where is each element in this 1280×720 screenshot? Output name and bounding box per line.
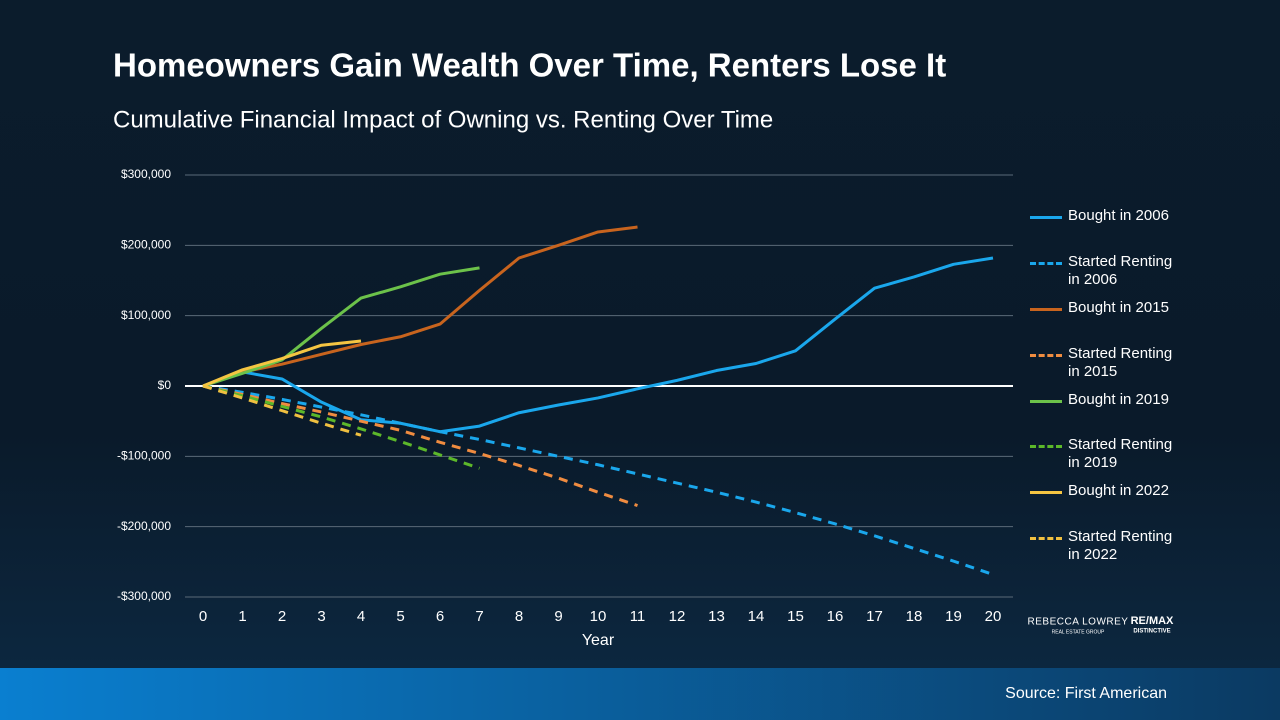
legend-item: Started Renting in 2019 <box>1030 436 1270 472</box>
legend-label: Bought in 2006 <box>1068 207 1169 224</box>
x-axis-label: Year <box>582 632 615 649</box>
x-tick-label: 5 <box>396 608 404 625</box>
legend-swatch <box>1030 445 1062 448</box>
line <box>202 384 638 507</box>
x-tick-label: 6 <box>436 608 444 625</box>
x-tick-label: 7 <box>475 608 483 625</box>
legend-label: Started Renting in 2019 <box>1068 436 1173 471</box>
logo-text: RE/MAX <box>1131 615 1174 627</box>
x-tick-label: 1 <box>238 608 246 625</box>
legend-item: Bought in 2015 <box>1030 299 1270 317</box>
y-tick-label: $0 <box>158 378 172 392</box>
y-tick-label: $200,000 <box>121 238 171 252</box>
legend-item: Bought in 2022 <box>1030 482 1270 500</box>
legend-swatch <box>1030 400 1062 403</box>
line <box>202 225 638 388</box>
y-tick-label: $100,000 <box>121 308 171 322</box>
legend-swatch <box>1030 491 1062 494</box>
x-tick-label: 8 <box>515 608 523 625</box>
y-tick-label: -$200,000 <box>117 519 171 533</box>
legend-label: Started Renting in 2022 <box>1068 528 1173 563</box>
line <box>202 384 362 437</box>
x-tick-label: 14 <box>748 608 765 625</box>
x-tick-label: 12 <box>669 608 686 625</box>
x-tick-label: 11 <box>630 608 646 625</box>
x-tick-label: 15 <box>787 608 804 625</box>
legend-item: Started Renting in 2006 <box>1030 253 1270 289</box>
legend-label: Started Renting in 2006 <box>1068 253 1173 288</box>
x-tick-label: 9 <box>554 608 562 625</box>
legend-item: Bought in 2019 <box>1030 391 1270 409</box>
x-tick-label: 20 <box>985 608 1002 625</box>
x-tick-label: 2 <box>278 608 286 625</box>
line <box>202 266 480 388</box>
legend-swatch <box>1030 308 1062 311</box>
legend-label: Bought in 2015 <box>1068 299 1169 316</box>
logo-text: REAL ESTATE GROUP <box>1052 629 1105 635</box>
x-tick-label: 4 <box>357 608 365 625</box>
y-tick-label: $300,000 <box>121 167 171 181</box>
legend-item: Bought in 2006 <box>1030 207 1270 225</box>
source: Source: First American <box>1005 685 1167 702</box>
x-tick-label: 3 <box>317 608 325 625</box>
legend-swatch <box>1030 537 1062 540</box>
legend-label: Bought in 2022 <box>1068 482 1169 499</box>
legend-label: Started Renting in 2015 <box>1068 345 1173 380</box>
x-tick-label: 17 <box>866 608 883 625</box>
legend-swatch <box>1030 354 1062 357</box>
y-tick-label: -$100,000 <box>117 449 171 463</box>
logo-text: DISTINCTIVE <box>1133 629 1170 635</box>
x-tick-label: 10 <box>590 608 607 625</box>
footer-strip <box>0 668 1280 720</box>
x-tick-label: 13 <box>708 608 725 625</box>
line <box>202 256 994 434</box>
x-tick-label: 18 <box>906 608 923 625</box>
x-tick-label: 0 <box>199 608 207 625</box>
legend-item: Started Renting in 2015 <box>1030 345 1270 381</box>
line <box>202 384 994 576</box>
line <box>202 339 362 388</box>
legend-item: Started Renting in 2022 <box>1030 528 1270 564</box>
chart-subtitle: Cumulative Financial Impact of Owning vs… <box>113 106 773 133</box>
x-tick-label: 19 <box>945 608 962 625</box>
chart-title: Homeowners Gain Wealth Over Time, Renter… <box>113 47 946 84</box>
legend-label: Bought in 2019 <box>1068 391 1169 408</box>
x-tick-label: 16 <box>827 608 844 625</box>
y-tick-label: -$300,000 <box>117 589 171 603</box>
legend-swatch <box>1030 216 1062 219</box>
logo-text: REBECCA LOWREY <box>1028 617 1129 628</box>
legend-swatch <box>1030 262 1062 265</box>
